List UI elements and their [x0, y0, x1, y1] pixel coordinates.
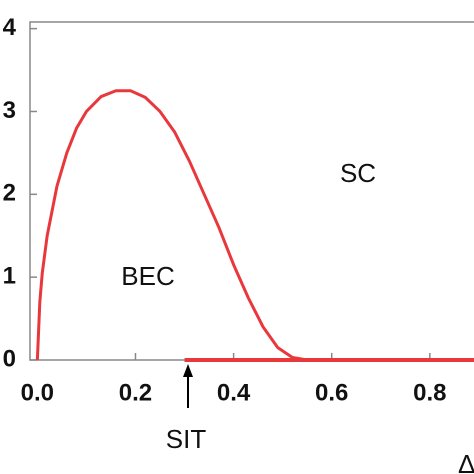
y-tick-label: 1 — [3, 263, 16, 290]
x-axis-label: Δ — [458, 449, 474, 474]
y-tick-label: 2 — [3, 180, 16, 207]
curve — [35, 89, 308, 362]
y-tick-label: 3 — [3, 97, 16, 124]
x-tick-label: 0.4 — [217, 379, 251, 406]
y-tick-label: 4 — [3, 14, 17, 41]
plot-frame — [29, 21, 474, 361]
annotation: SC — [340, 158, 376, 188]
y-tick-label: 0 — [3, 345, 16, 372]
x-tick-label: 0.2 — [119, 379, 152, 406]
annotation: SIT — [166, 424, 207, 454]
x-tick-label: 0.0 — [21, 379, 54, 406]
x-tick-label: 0.8 — [413, 379, 446, 406]
annotation: BEC — [121, 261, 174, 291]
x-tick-label: 0.6 — [315, 379, 348, 406]
sit-arrow-head — [183, 364, 193, 377]
